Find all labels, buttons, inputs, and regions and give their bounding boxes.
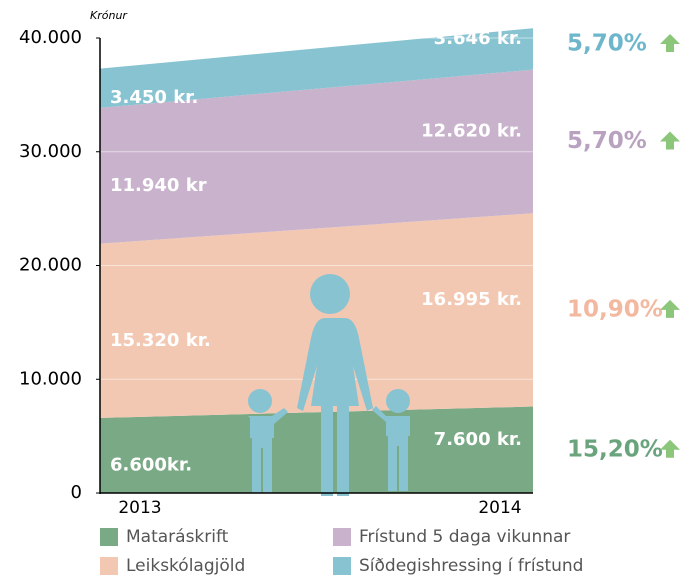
value-label: 15.320 kr. bbox=[110, 330, 211, 351]
up-arrow bbox=[660, 440, 680, 458]
up-arrow bbox=[660, 300, 680, 318]
value-label: 3.646 kr. bbox=[434, 28, 522, 49]
value-label: 3.450 kr. bbox=[110, 87, 198, 108]
legend-label: Frístund 5 daga vikunnar bbox=[359, 527, 570, 547]
legend-swatch bbox=[100, 557, 118, 575]
value-label: 11.940 kr bbox=[110, 175, 207, 196]
y-tick-label: 30.000 bbox=[19, 141, 82, 162]
value-label: 7.600 kr. bbox=[434, 429, 522, 450]
legend-swatch bbox=[333, 528, 351, 546]
legend-swatch bbox=[100, 528, 118, 546]
change-label: 5,70% bbox=[567, 128, 647, 154]
value-label: 6.600kr. bbox=[110, 454, 192, 475]
up-arrow bbox=[660, 131, 680, 149]
y-tick-label: 0 bbox=[71, 482, 82, 503]
legend-label: Leikskólagjöld bbox=[126, 556, 245, 576]
legend-label: Mataráskrift bbox=[126, 527, 229, 547]
value-label: 16.995 kr. bbox=[421, 289, 522, 310]
x-tick-label: 2013 bbox=[118, 498, 161, 518]
y-tick-label: 40.000 bbox=[19, 27, 82, 48]
up-arrow bbox=[660, 34, 680, 52]
legend-swatch bbox=[333, 557, 351, 575]
change-label: 10,90% bbox=[567, 296, 663, 322]
chart: Krónur 6.600kr. 7.600 kr. 15.320 kr. 16.995… bbox=[0, 0, 694, 582]
y-axis-label: Krónur bbox=[90, 9, 128, 22]
x-tick-label: 2014 bbox=[478, 498, 521, 518]
change-label: 15,20% bbox=[567, 436, 663, 462]
value-label: 12.620 kr. bbox=[421, 120, 522, 141]
legend-label: Síðdegishressing í frístund bbox=[359, 556, 583, 576]
change-label: 5,70% bbox=[567, 30, 647, 56]
y-tick-label: 10.000 bbox=[19, 368, 82, 389]
y-tick-label: 20.000 bbox=[19, 255, 82, 276]
